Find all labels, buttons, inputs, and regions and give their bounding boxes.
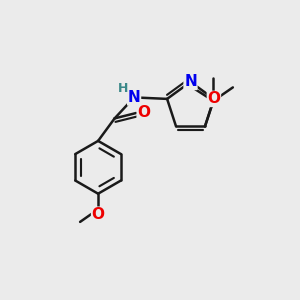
Text: O: O [207,92,220,106]
Text: H: H [118,82,128,95]
Text: N: N [184,74,197,89]
Text: N: N [128,90,140,105]
Text: O: O [92,207,105,222]
Text: O: O [137,106,150,121]
